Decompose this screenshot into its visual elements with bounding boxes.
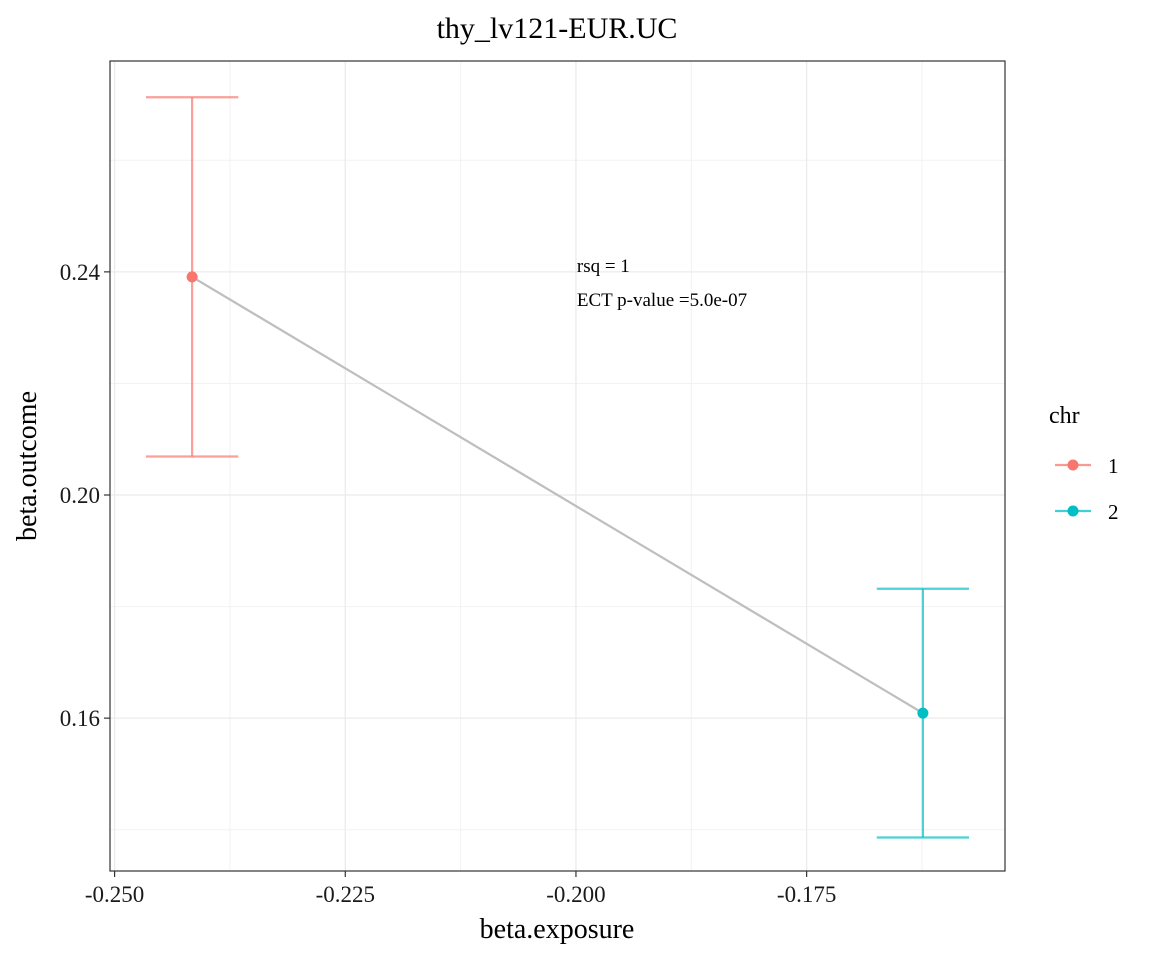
fit-line-layer bbox=[191, 275, 924, 715]
series-2-mark bbox=[876, 587, 970, 839]
y-axis-label: beta.outcome bbox=[12, 391, 43, 541]
x-tick-label: -0.250 bbox=[85, 882, 144, 907]
annotation-text: ECT p-value =5.0e-07 bbox=[577, 290, 747, 311]
data-point bbox=[917, 707, 929, 719]
x-tick-label: -0.200 bbox=[546, 882, 605, 907]
y-axis: 0.16 0.20 0.24 bbox=[60, 260, 110, 731]
y-tick-label: 0.24 bbox=[60, 260, 101, 285]
annotation-layer: rsq = 1 ECT p-value =5.0e-07 bbox=[577, 256, 747, 311]
legend-key-point bbox=[1067, 505, 1079, 517]
x-tick-label: -0.175 bbox=[777, 882, 836, 907]
minor-gridlines bbox=[110, 61, 1005, 871]
annotation-text: rsq = 1 bbox=[577, 256, 630, 277]
legend-key-point bbox=[1067, 459, 1079, 471]
fit-line bbox=[191, 275, 924, 715]
legend-item-1: 1 bbox=[1055, 454, 1119, 478]
series-1-mark bbox=[145, 96, 239, 458]
x-axis-label: beta.exposure bbox=[480, 914, 635, 945]
data-marks bbox=[145, 96, 970, 839]
legend-item-label: 2 bbox=[1108, 500, 1119, 524]
chart-title: thy_lv121-EUR.UC bbox=[437, 12, 678, 45]
plot-panel: rsq = 1 ECT p-value =5.0e-07 bbox=[109, 60, 1006, 872]
legend-title: chr bbox=[1049, 403, 1080, 429]
legend-item-label: 1 bbox=[1108, 454, 1119, 478]
panel-background bbox=[110, 61, 1005, 871]
x-tick-label: -0.225 bbox=[316, 882, 375, 907]
x-axis: -0.250 -0.225 -0.200 -0.175 bbox=[85, 871, 836, 907]
legend: chr 1 2 bbox=[1049, 403, 1119, 524]
data-point bbox=[186, 271, 198, 283]
panel-border bbox=[109, 60, 1006, 872]
legend-item-2: 2 bbox=[1055, 500, 1119, 524]
y-tick-label: 0.16 bbox=[60, 706, 100, 731]
y-tick-label: 0.20 bbox=[60, 483, 100, 508]
